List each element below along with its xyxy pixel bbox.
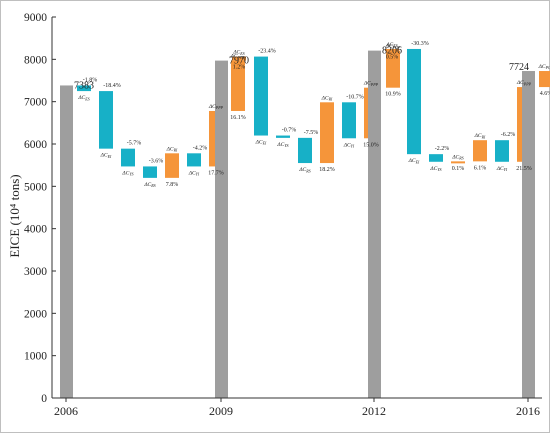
component-label: ΔCRI <box>321 95 333 101</box>
component-label: ΔCPOP <box>385 44 401 50</box>
component-label: ΔCYI <box>496 166 508 172</box>
y-tick-label: 4000 <box>24 224 47 236</box>
component-label: ΔCYS <box>276 142 288 148</box>
percent-label: 21.5% <box>516 166 532 172</box>
component-bar-2009-cri <box>320 102 334 164</box>
percent-label: -5.7% <box>127 141 142 147</box>
component-label: ΔCRI <box>166 146 178 152</box>
percent-label: -6.2% <box>501 132 516 138</box>
bars-layer <box>60 48 550 398</box>
component-label: ΔCEI <box>408 158 420 164</box>
component-label: ΔCPOP <box>230 54 246 60</box>
percent-label: -1.8% <box>83 77 98 83</box>
component-label: ΔCES <box>385 42 397 48</box>
component-label: ΔCYI <box>343 142 355 148</box>
component-bar-2009-cyi <box>342 102 356 139</box>
percent-label: 18.2% <box>319 167 335 173</box>
component-label: ΔCYS <box>429 166 441 172</box>
total-label-2006: 7383 <box>74 80 94 91</box>
component-bar-2012-cpop <box>539 71 550 88</box>
y-tick-label: 8000 <box>24 54 47 66</box>
component-label: ΔCRS <box>451 154 463 160</box>
component-bar-2009-cys <box>276 135 290 138</box>
y-tick-label: 1000 <box>24 351 47 363</box>
y-tick-label: 9000 <box>24 12 47 24</box>
percent-label: 16.1% <box>230 115 246 121</box>
percent-label: -23.4% <box>258 49 276 55</box>
component-label: ΔCPPP <box>516 80 532 86</box>
percent-label: 0.5% <box>386 55 399 61</box>
percent-label: -7.5% <box>304 130 319 136</box>
total-bar-2009 <box>215 60 228 398</box>
x-tick-label: 2012 <box>362 404 386 418</box>
component-bar-2012-cyi <box>495 140 509 162</box>
percent-label: 15.0% <box>363 142 379 148</box>
component-label: ΔCYS <box>121 170 133 176</box>
y-tick-label: 6000 <box>24 139 47 151</box>
percent-label: 4.6% <box>540 91 550 97</box>
component-bar-2006-ces <box>77 85 91 92</box>
component-bar-2006-crs <box>143 166 157 178</box>
component-bar-2006-cei <box>99 91 113 149</box>
percent-label: -3.6% <box>149 158 164 164</box>
component-label: ΔCPPP <box>208 104 224 110</box>
component-label: ΔCES <box>232 50 244 56</box>
x-tick-label: 2009 <box>209 404 233 418</box>
total-label-2012: 8206 <box>382 46 402 57</box>
component-bar-2009-cei <box>254 56 268 136</box>
percent-label: -2.2% <box>435 146 450 152</box>
component-label: ΔCPPP <box>363 81 379 87</box>
component-label: ΔCES <box>77 95 89 101</box>
y-tick-label: 5000 <box>24 181 47 193</box>
component-bar-2006-cys <box>121 148 135 167</box>
total-label-2016: 7724 <box>509 62 529 73</box>
y-tick-label: 7000 <box>24 97 47 109</box>
x-tick-label: 2006 <box>54 404 78 418</box>
component-bar-2012-cys <box>429 154 443 162</box>
component-label: ΔCYI <box>188 170 200 176</box>
component-bar-2006-cyi <box>187 153 201 167</box>
percent-label: 17.7% <box>208 170 224 176</box>
percent-label: -30.3% <box>411 41 429 47</box>
percent-label: -4.2% <box>193 145 208 151</box>
y-axis-label: EICE (10⁴ tons) <box>7 174 22 257</box>
component-bar-2009-crs <box>298 137 312 164</box>
total-label-2009: 7970 <box>229 56 249 67</box>
component-label: ΔCRS <box>143 182 155 188</box>
component-label: ΔCEI <box>100 153 112 159</box>
component-bar-2012-cri <box>473 140 487 162</box>
component-label: ΔCEI <box>255 140 267 146</box>
percent-label: 1.2% <box>233 65 246 71</box>
percent-label: -18.4% <box>103 83 121 89</box>
total-bar-2012 <box>368 50 381 398</box>
axes-layer: 0 1000 2000 3000 4000 5000 6000 7000 8000 9000 200… <box>24 12 542 418</box>
component-bar-2012-crs <box>451 161 465 164</box>
component-bar-2012-ces <box>385 48 399 51</box>
percent-label: 6.1% <box>474 165 487 171</box>
component-label: ΔCRS <box>298 167 310 173</box>
total-bar-2006 <box>60 85 73 398</box>
percent-label: -0.7% <box>282 128 297 134</box>
component-bar-2006-cpop <box>231 60 245 111</box>
component-bar-2009-cpop <box>386 50 400 88</box>
percent-label: -10.7% <box>346 94 364 100</box>
y-tick-label: 2000 <box>24 308 47 320</box>
percent-label: 0.1% <box>452 166 465 172</box>
component-label: ΔCPOP <box>538 64 550 70</box>
percent-label: 10.9% <box>385 92 401 98</box>
component-bar-2006-cri <box>165 153 179 178</box>
y-tick-label: 3000 <box>24 266 47 278</box>
component-bar-2009-ces <box>232 56 246 61</box>
percent-label: 7.8% <box>166 182 179 188</box>
x-tick-label: 2016 <box>516 404 540 418</box>
labels-layer: 7383-1.8%ΔCES-18.4%ΔCEI-5.7%ΔCYS-3.6%ΔCR… <box>74 41 550 188</box>
y-tick-label: 0 <box>41 393 47 405</box>
total-bar-2016 <box>522 71 535 398</box>
component-bar-2012-cei <box>407 48 421 155</box>
component-label: ΔCRI <box>474 133 486 139</box>
